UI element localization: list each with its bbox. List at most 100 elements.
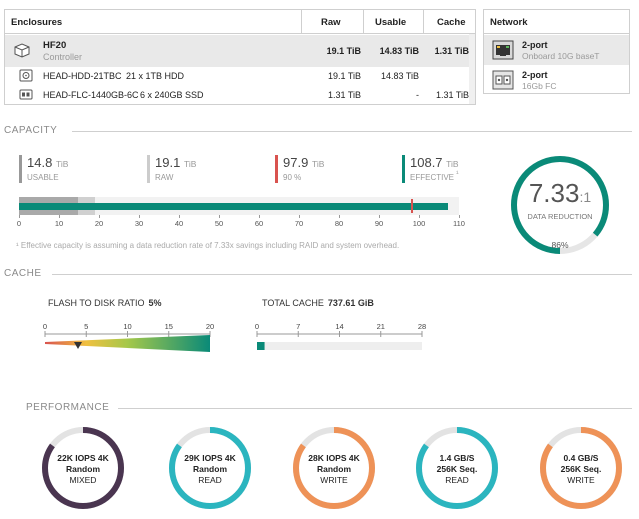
perf-pattern: Random bbox=[193, 464, 227, 474]
capacity-tick-mark bbox=[419, 215, 420, 218]
stat-unit: TiB bbox=[311, 159, 325, 169]
flash-ratio-scale: 0 5 10 15 20 bbox=[43, 322, 214, 352]
flash-ratio-title: FLASH TO DISK RATIO 5% bbox=[48, 298, 162, 308]
col-usable[interactable]: Usable bbox=[375, 17, 407, 28]
enclosure-row-hdd[interactable]: HEAD-HDD-21TBC 21 x 1TB HDD 19.1 TiB 14.… bbox=[5, 67, 475, 86]
stat-label: EFFECTIVE bbox=[410, 173, 455, 182]
network-row-fc[interactable]: 2-port 16Gb FC bbox=[484, 65, 629, 95]
enclosure-desc: 6 x 240GB SSD bbox=[140, 90, 204, 100]
flash-ratio-label: FLASH TO DISK RATIO bbox=[48, 298, 145, 308]
stat-unit: TiB bbox=[55, 159, 69, 169]
capacity-footnote: ¹ Effective capacity is assuming a data … bbox=[16, 241, 400, 250]
col-network[interactable]: Network bbox=[490, 17, 528, 28]
capacity-tick-mark bbox=[59, 215, 60, 218]
network-sub: Onboard 10G baseT bbox=[522, 51, 600, 61]
capacity-tick-mark bbox=[339, 215, 340, 218]
col-raw[interactable]: Raw bbox=[321, 17, 341, 28]
perf-mode: MIXED bbox=[69, 475, 97, 485]
stat-number: 108.7 bbox=[410, 155, 443, 170]
cache-tick-label: 7 bbox=[296, 322, 300, 331]
enclosure-name: HEAD-FLC-1440GB-6C bbox=[43, 90, 139, 100]
perf-pattern: 256K Seq. bbox=[560, 464, 602, 474]
network-row-ethernet[interactable]: 2-port Onboard 10G baseT bbox=[484, 35, 629, 65]
stat-unit: TiB bbox=[446, 159, 459, 169]
enclosures-table: Enclosures Raw Usable Cache HF20 Control… bbox=[4, 9, 476, 105]
enclosure-row-ssd[interactable]: HEAD-FLC-1440GB-6C 6 x 240GB SSD 1.31 Ti… bbox=[5, 86, 475, 105]
performance-section-title: PERFORMANCE bbox=[26, 402, 110, 413]
capacity-tick-mark bbox=[179, 215, 180, 218]
enclosure-sub: Controller bbox=[43, 52, 83, 62]
perf-gauge-arc bbox=[540, 427, 622, 509]
stat-color-bar bbox=[275, 155, 278, 183]
capacity-tick-mark bbox=[299, 215, 300, 218]
perf-gauge-ring bbox=[169, 427, 251, 509]
col-enclosures[interactable]: Enclosures bbox=[11, 17, 63, 28]
stat-color-bar bbox=[402, 155, 405, 183]
perf-gauge-ring bbox=[540, 427, 622, 509]
perf-pattern: Random bbox=[317, 464, 351, 474]
capacity-tick-mark bbox=[19, 215, 20, 218]
capacity-tick-mark bbox=[139, 215, 140, 218]
stat-number: 19.1 bbox=[155, 155, 181, 170]
stat-color-bar bbox=[19, 155, 22, 183]
perf-gauge-arc bbox=[416, 427, 498, 509]
capacity-tick-label: 70 bbox=[294, 219, 304, 228]
capacity-tick-label: 60 bbox=[254, 219, 264, 228]
data-reduction-percent: 86% bbox=[551, 240, 569, 250]
perf-mode: WRITE bbox=[320, 475, 348, 485]
perf-metric: 1.4 GB/S bbox=[439, 453, 475, 463]
cache-tick-label: 14 bbox=[335, 322, 343, 331]
cache-tick-label: 15 bbox=[165, 322, 173, 331]
total-cache-label: TOTAL CACHE bbox=[262, 298, 324, 308]
perf-gauge-text: 0.4 GB/S 256K Seq. WRITE bbox=[538, 453, 624, 486]
perf-mode: READ bbox=[445, 475, 469, 485]
stat-label: USABLE bbox=[27, 173, 59, 182]
perf-gauge-text: 29K IOPS 4K Random READ bbox=[167, 453, 253, 486]
ssd-icon bbox=[19, 89, 33, 103]
enclosure-name: HEAD-HDD-21TBC bbox=[43, 71, 122, 81]
enclosure-row-controller[interactable]: HF20 Controller 19.1 TiB 14.83 TiB 1.31 … bbox=[5, 35, 475, 67]
hdd-icon bbox=[19, 69, 33, 85]
enclosure-usable: 14.83 TiB bbox=[379, 46, 419, 56]
enclosures-scrollbar[interactable] bbox=[469, 34, 475, 104]
perf-gauge-arc bbox=[293, 427, 375, 509]
enclosure-cache: 1.31 TiB bbox=[434, 46, 469, 56]
fc-port-icon bbox=[492, 70, 514, 93]
cache-tick-label: 10 bbox=[123, 322, 131, 331]
enclosure-desc: 21 x 1TB HDD bbox=[126, 71, 185, 81]
cache-tick-label: 0 bbox=[255, 322, 259, 331]
cache-divider bbox=[52, 274, 632, 275]
enclosures-header: Enclosures Raw Usable Cache bbox=[5, 10, 475, 34]
total-cache-title: TOTAL CACHE 737.61 GiB bbox=[262, 298, 374, 308]
capacity-tick-label: 110 bbox=[453, 219, 465, 228]
perf-gauge-ring bbox=[42, 427, 124, 509]
data-reduction-number: 7.33 bbox=[528, 178, 580, 208]
capacity-tick-label: 10 bbox=[54, 219, 64, 228]
capacity-tick-label: 80 bbox=[334, 219, 344, 228]
perf-gauge-arc bbox=[42, 427, 124, 509]
data-reduction-gauge bbox=[511, 156, 609, 254]
capacity-tick-mark bbox=[459, 215, 460, 218]
capacity-divider bbox=[72, 131, 632, 132]
capacity-bar-threshold bbox=[410, 199, 413, 213]
enclosure-name: HF20 bbox=[43, 40, 67, 51]
cache-tick-label: 5 bbox=[84, 322, 88, 331]
cache-tick-label: 21 bbox=[377, 322, 385, 331]
perf-gauge-text: 22K IOPS 4K Random MIXED bbox=[40, 453, 126, 486]
col-cache[interactable]: Cache bbox=[437, 17, 466, 28]
perf-gauge-ring bbox=[293, 427, 375, 509]
enclosure-usable: - bbox=[416, 90, 419, 100]
capacity-tick-label: 40 bbox=[174, 219, 184, 228]
data-reduction-ratio: :1 bbox=[579, 189, 592, 205]
performance-divider bbox=[118, 408, 632, 409]
chassis-icon bbox=[13, 42, 31, 61]
enclosure-usable: 14.83 TiB bbox=[380, 71, 419, 81]
total-cache-value: 737.61 GiB bbox=[327, 298, 374, 308]
network-name: 2-port bbox=[522, 70, 548, 80]
capacity-tick-label: 100 bbox=[412, 219, 426, 228]
flash-ratio-marker bbox=[74, 342, 82, 349]
capacity-tick-label: 0 bbox=[16, 219, 22, 228]
network-table: Network 2-port Onboard 10G baseT 2-por bbox=[483, 9, 630, 94]
capacity-tick-label: 30 bbox=[134, 219, 144, 228]
perf-mode: WRITE bbox=[567, 475, 595, 485]
